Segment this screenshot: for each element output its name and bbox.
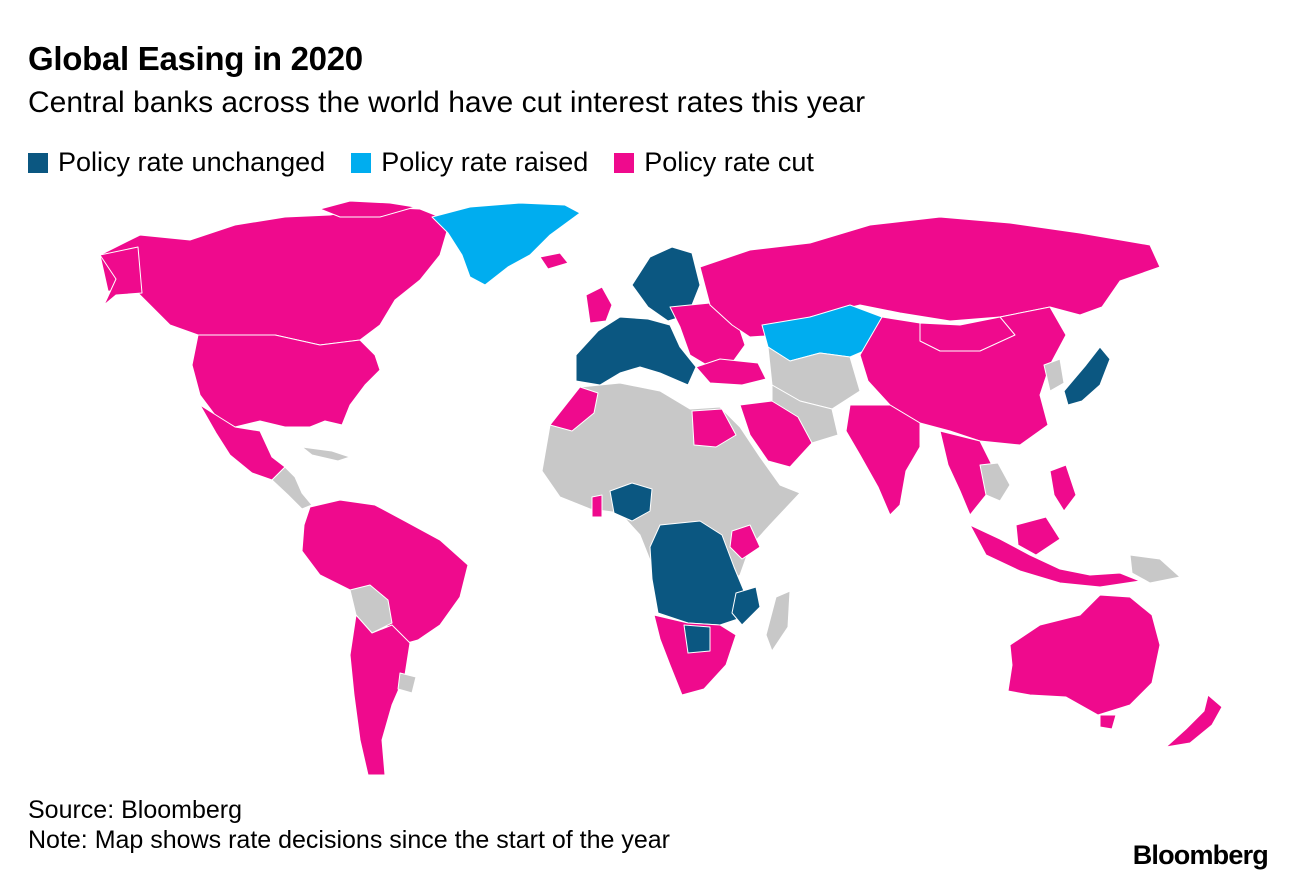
region-papua: [1129, 554, 1181, 584]
region-mongolia: [919, 316, 1016, 352]
legend-swatch-raised: [351, 152, 372, 173]
region-iran: [771, 384, 839, 444]
region-iceland: [539, 252, 569, 270]
region-euro-area: [575, 316, 697, 386]
region-new-zealand: [1165, 694, 1223, 748]
legend: Policy rate unchanged Policy rate raised…: [28, 147, 840, 178]
region-uk: [585, 286, 613, 324]
legend-item-unchanged: Policy rate unchanged: [28, 147, 325, 178]
region-morocco: [549, 386, 599, 432]
region-australia: [1007, 594, 1161, 716]
region-canada: [99, 206, 451, 346]
region-southeast-asia: [939, 430, 993, 516]
region-borneo: [1015, 516, 1061, 556]
region-central-africa: [649, 520, 751, 626]
region-russia: [699, 216, 1161, 338]
region-central-america: [271, 466, 313, 510]
region-indonesia: [969, 524, 1141, 588]
region-caribbean: [301, 446, 351, 462]
region-india: [845, 404, 921, 516]
region-philippines: [1049, 464, 1077, 512]
region-zimbabwe: [683, 624, 711, 654]
legend-item-raised: Policy rate raised: [351, 147, 588, 178]
region-usa: [191, 334, 381, 428]
region-canada-islands: [319, 200, 416, 218]
legend-label-cut: Policy rate cut: [644, 147, 814, 177]
region-turkey: [695, 358, 767, 386]
legend-swatch-cut: [614, 152, 635, 173]
region-mozambique: [731, 586, 761, 626]
legend-label-raised: Policy rate raised: [381, 147, 589, 177]
region-ghana: [591, 494, 603, 518]
region-kenya: [729, 524, 761, 560]
region-brazil-area: [301, 499, 469, 646]
region-southern-africa: [653, 614, 737, 696]
source-note: Source: Bloomberg: [28, 796, 243, 824]
world-map: [99, 200, 1223, 776]
region-alaska: [99, 246, 143, 306]
region-madagascar: [765, 590, 791, 652]
region-greenland: [431, 202, 581, 286]
region-uruguay: [397, 672, 417, 694]
legend-swatch-unchanged: [28, 152, 48, 173]
region-japan: [1063, 346, 1111, 406]
footnote: Note: Map shows rate decisions since the…: [28, 826, 670, 854]
region-korea: [1043, 358, 1065, 392]
region-tasmania: [1099, 714, 1117, 730]
legend-label-unchanged: Policy rate unchanged: [58, 147, 326, 177]
region-indochina-grey: [979, 462, 1011, 502]
bloomberg-logo: Bloomberg: [1132, 840, 1269, 870]
region-nigeria: [609, 482, 653, 522]
legend-item-cut: Policy rate cut: [614, 147, 814, 178]
region-egypt: [691, 408, 737, 448]
chart-title: Global Easing in 2020: [28, 40, 363, 77]
region-scandinavia: [631, 246, 701, 322]
region-southern-cone: [349, 614, 411, 776]
chart-subtitle: Central banks across the world have cut …: [28, 86, 866, 119]
